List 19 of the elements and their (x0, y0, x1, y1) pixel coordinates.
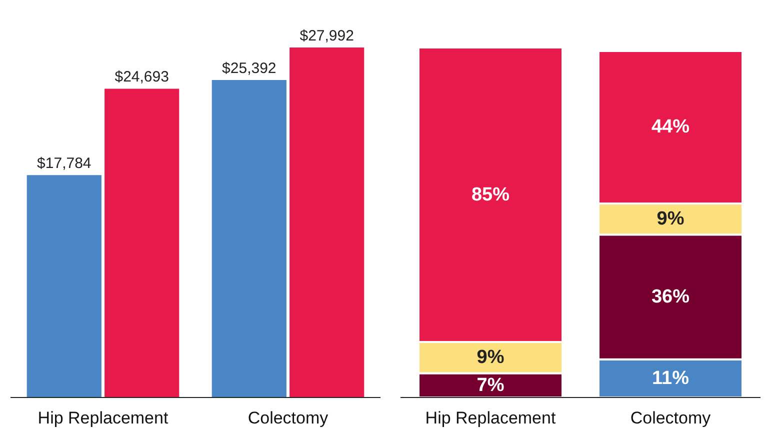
x-tick-label: Hip Replacement (38, 408, 168, 428)
data-label: $17,784 (37, 155, 92, 172)
data-label: 7% (476, 374, 504, 396)
bar (26, 175, 102, 398)
data-label: 36% (651, 286, 690, 308)
data-label: 9% (476, 347, 504, 368)
bar (212, 80, 286, 398)
x-tick-label: Colectomy (248, 408, 329, 428)
data-label: $24,693 (114, 68, 169, 86)
data-label: 9% (656, 208, 684, 230)
data-label: $25,392 (222, 60, 276, 78)
x-tick-label: Hip Replacement (425, 408, 556, 428)
data-label: 44% (651, 116, 690, 138)
x-tick-label: Colectomy (630, 408, 712, 428)
bar (290, 48, 364, 398)
data-label: $27,992 (300, 28, 354, 44)
bar (104, 88, 180, 398)
data-label: 11% (652, 368, 690, 389)
data-label: 85% (471, 184, 510, 206)
